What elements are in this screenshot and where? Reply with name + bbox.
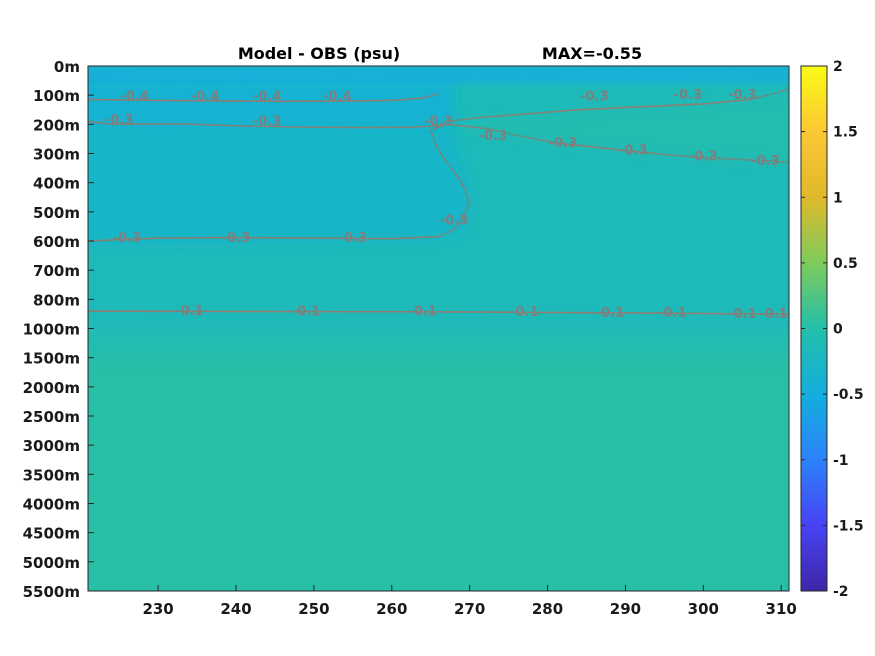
contour-lines <box>88 88 789 315</box>
contour-label: -0.3 <box>424 114 452 129</box>
y-tick-label: 4000m <box>23 496 80 514</box>
plot-area: -0.3 -0.3 -0.3 -0.3 -0.3 -0.3 -0.4 -0.4 -0.4 -0.4… <box>88 66 789 591</box>
colorbar-tick-label: 2 <box>833 59 843 75</box>
colorbar-tick-label: -0.5 <box>833 387 864 403</box>
y-tick-label: 800m <box>33 291 80 309</box>
contour-label: -0.1 <box>728 307 756 322</box>
contour-label: -0.4 <box>253 90 281 105</box>
west-upper-region <box>88 77 455 128</box>
x-tick-label: 290 <box>610 600 641 618</box>
y-tick-label: 400m <box>33 175 80 193</box>
contour-line <box>88 88 789 129</box>
x-tick-label: 260 <box>376 600 407 618</box>
field-regions <box>88 66 789 246</box>
contour-label: -0.1 <box>658 306 686 321</box>
contour-label: -0.3 <box>673 88 701 103</box>
contour-label: -0.4 <box>323 90 351 105</box>
y-tick-label: 2500m <box>23 408 80 426</box>
y-tick-label: 3000m <box>23 437 80 455</box>
east-upper-region <box>454 95 789 165</box>
y-tick-label: 5000m <box>23 554 80 572</box>
contour-label: -0.3 <box>253 114 281 129</box>
contour-label: -0.1 <box>292 304 320 319</box>
colorbar-ticks: 2 1.5 1 0.5 0 -0.5 -1 -1.5 -2 <box>801 59 864 600</box>
y-tick-label: 300m <box>33 146 80 164</box>
x-tick-label: 250 <box>298 600 329 618</box>
contour-label: -0.3 <box>728 88 756 103</box>
contour-label: -0.3 <box>105 113 133 128</box>
contour-label: -0.3 <box>751 154 779 169</box>
y-tick-label: 4500m <box>23 525 80 543</box>
contour-label: -0.3 <box>689 149 717 164</box>
x-tick-label: 280 <box>532 600 563 618</box>
contour-label: -0.3 <box>113 231 141 246</box>
contour-label: -0.1 <box>596 306 624 321</box>
contour-label: -0.4 <box>120 90 148 105</box>
y-tick-label: 200m <box>33 116 80 134</box>
colorbar: 2 1.5 1 0.5 0 -0.5 -1 -1.5 -2 <box>800 59 864 600</box>
contour-line <box>88 310 789 315</box>
colorbar-tick-label: -1.5 <box>833 518 864 534</box>
x-tick-label: 300 <box>688 600 719 618</box>
y-tick-label: 700m <box>33 262 80 280</box>
surface-band-region <box>88 66 789 84</box>
chart-subtitle: MAX=-0.55 <box>542 44 642 63</box>
y-tick-label: 1500m <box>23 350 80 368</box>
y-tick-label: 3500m <box>23 466 80 484</box>
contour-label: -0.3 <box>440 214 468 229</box>
y-tick-label: 1000m <box>23 321 80 339</box>
colorbar-tick-label: -2 <box>833 584 849 600</box>
x-axis: 230 240 250 260 270 280 290 300 310 <box>142 585 797 618</box>
colorbar-tick-label: -1 <box>833 453 849 469</box>
contour-line <box>88 123 789 242</box>
y-tick-label: 500m <box>33 204 80 222</box>
contour-label: -0.3 <box>222 231 250 246</box>
contour-label: -0.3 <box>479 129 507 144</box>
x-tick-label: 310 <box>766 600 797 618</box>
contour-label: -0.4 <box>191 90 219 105</box>
west-mid-region <box>88 109 470 246</box>
y-tick-label: 5500m <box>23 583 80 601</box>
contour-line <box>88 92 439 103</box>
x-tick-label: 240 <box>220 600 251 618</box>
y-tick-label: 0m <box>54 58 80 76</box>
contour-label: -0.3 <box>619 144 647 159</box>
y-tick-label: 600m <box>33 233 80 251</box>
colorbar-tick-label: 1.5 <box>833 125 858 141</box>
contour-label: -0.1 <box>175 304 203 319</box>
contour-label: -0.3 <box>339 231 367 246</box>
contour-label: -0.3 <box>549 136 577 151</box>
colorbar-tick-label: 0.5 <box>833 256 858 272</box>
x-tick-label: 230 <box>142 600 173 618</box>
contour-label: -0.1 <box>409 305 437 320</box>
contour-labels: -0.3 -0.3 -0.3 -0.3 -0.3 -0.3 -0.4 -0.4 -0.4 -0.4… <box>105 88 788 322</box>
colorbar-tick-label: 1 <box>833 190 843 206</box>
y-tick-label: 100m <box>33 87 80 105</box>
colorbar-tick-label: 0 <box>833 322 843 338</box>
contour-label: -0.3 <box>580 90 608 105</box>
y-axis: 0m 100m 200m 300m 400m 500m 600m 700m 800m 1000m 1… <box>23 58 94 601</box>
contour-label: -0.1 <box>510 305 538 320</box>
contour-label: -0.1 <box>759 307 787 322</box>
y-tick-label: 2000m <box>23 379 80 397</box>
chart-title: Model - OBS (psu) <box>238 44 400 63</box>
x-tick-label: 270 <box>454 600 485 618</box>
